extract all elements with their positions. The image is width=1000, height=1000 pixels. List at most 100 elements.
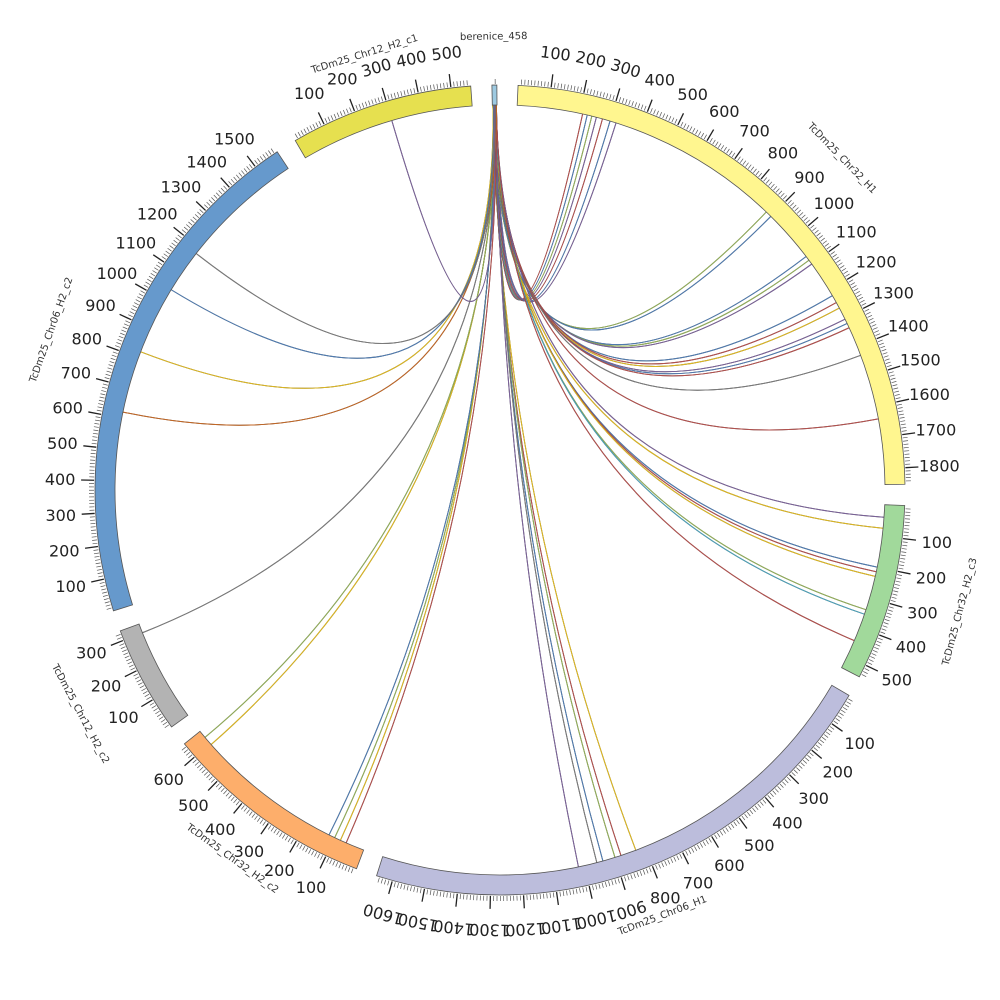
minor-tick — [650, 108, 653, 114]
minor-tick — [101, 390, 107, 393]
minor-tick — [665, 114, 669, 120]
tick-label: 1300 — [161, 178, 202, 197]
link-tcdm25-chr06-h2-c2-820 — [140, 105, 494, 389]
minor-tick — [767, 794, 772, 800]
tick-label: 800 — [72, 329, 103, 348]
link-tcdm25-chr32-h2-c2-60 — [345, 105, 497, 844]
minor-tick — [185, 751, 191, 756]
minor-tick — [562, 891, 565, 897]
link-layer — [122, 105, 885, 868]
minor-tick — [749, 809, 754, 815]
minor-tick — [560, 83, 563, 89]
tick-label: 1400 — [186, 152, 227, 171]
minor-tick — [582, 887, 585, 893]
tick-label: 200 — [49, 542, 80, 561]
minor-tick — [446, 82, 448, 88]
minor-tick — [702, 841, 706, 847]
minor-tick — [429, 84, 432, 90]
tick-label: 1600 — [361, 900, 405, 929]
minor-tick — [557, 83, 559, 89]
major-tick — [896, 398, 910, 403]
minor-tick — [173, 239, 178, 244]
link-tcdm25-chr32-h2-c2-625 — [204, 105, 496, 738]
minor-tick — [753, 168, 757, 173]
minor-tick — [118, 335, 124, 339]
tick-label: 500 — [744, 836, 775, 855]
minor-tick — [181, 229, 187, 234]
major-tick — [889, 602, 903, 608]
minor-tick — [364, 101, 368, 107]
tick-label: 800 — [768, 144, 799, 163]
minor-tick — [341, 864, 345, 870]
minor-tick — [810, 224, 815, 229]
minor-tick — [833, 720, 839, 725]
minor-tick — [98, 403, 104, 405]
minor-tick — [103, 598, 109, 601]
tick-label: 700 — [61, 364, 92, 383]
minor-tick — [259, 156, 264, 161]
major-tick — [682, 852, 690, 865]
minor-tick — [618, 97, 622, 102]
minor-tick — [686, 124, 690, 130]
minor-tick — [104, 601, 110, 604]
minor-tick — [890, 600, 896, 603]
segment-tcdm25-chr32-h2-c3 — [841, 504, 906, 678]
major-tick — [233, 802, 243, 814]
major-tick — [220, 177, 230, 188]
minor-tick — [296, 842, 300, 848]
minor-tick — [870, 656, 876, 659]
minor-tick — [898, 410, 904, 413]
minor-tick — [547, 81, 549, 87]
minor-tick — [308, 849, 312, 854]
major-tick — [84, 545, 99, 549]
minor-tick — [123, 652, 129, 656]
minor-tick — [794, 207, 799, 212]
minor-tick — [136, 679, 142, 683]
minor-tick — [836, 259, 841, 263]
minor-tick — [700, 132, 705, 138]
minor-tick — [575, 888, 578, 894]
minor-tick — [898, 567, 904, 570]
minor-tick — [745, 162, 749, 167]
minor-tick — [812, 227, 817, 232]
minor-tick — [868, 317, 874, 321]
minor-tick — [881, 628, 887, 631]
minor-tick — [634, 102, 637, 108]
minor-tick — [844, 704, 850, 708]
minor-tick — [446, 892, 448, 898]
major-tick — [876, 333, 890, 340]
tick-label: 100 — [55, 577, 86, 596]
minor-tick — [203, 771, 209, 776]
minor-tick — [347, 867, 351, 873]
minor-tick — [577, 86, 579, 92]
minor-tick — [886, 612, 892, 615]
minor-tick — [396, 883, 399, 889]
minor-tick — [631, 101, 634, 107]
minor-tick — [99, 396, 105, 399]
minor-tick — [842, 706, 848, 711]
minor-tick — [801, 214, 806, 219]
minor-tick — [839, 712, 844, 716]
minor-tick — [787, 200, 792, 205]
major-tick — [807, 216, 819, 227]
minor-tick — [717, 832, 721, 838]
minor-tick — [671, 117, 675, 123]
minor-tick — [384, 879, 387, 885]
major-tick — [246, 155, 256, 167]
minor-tick — [674, 118, 678, 124]
minor-tick — [139, 685, 145, 689]
minor-tick — [896, 577, 902, 580]
minor-tick — [426, 889, 429, 895]
minor-tick — [612, 95, 615, 101]
minor-tick — [143, 284, 149, 288]
minor-tick — [673, 856, 677, 862]
minor-tick — [230, 796, 235, 801]
tick-label: 200 — [916, 569, 947, 588]
minor-tick — [874, 330, 879, 333]
minor-tick — [602, 92, 605, 98]
minor-tick — [559, 891, 561, 897]
major-tick — [588, 885, 593, 899]
major-tick — [110, 639, 124, 646]
minor-tick — [900, 554, 906, 557]
